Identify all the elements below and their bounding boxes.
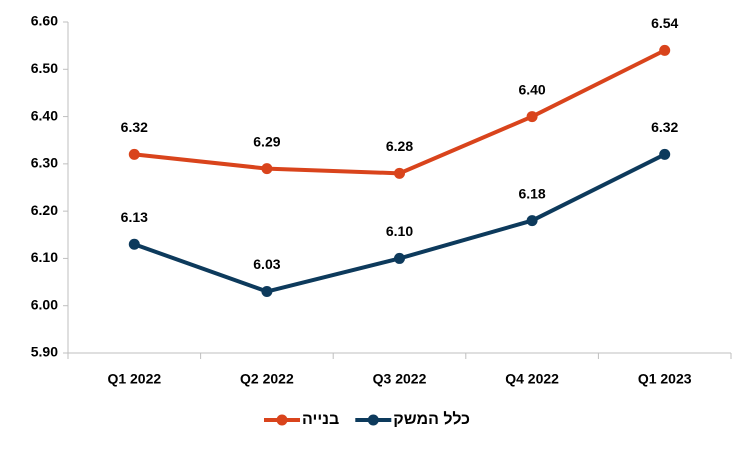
data-label: 6.32	[121, 119, 148, 135]
data-label: 6.18	[518, 185, 545, 201]
data-label: 6.28	[386, 138, 413, 154]
data-point	[394, 167, 405, 179]
legend-label: בנייה	[302, 411, 339, 428]
data-label: 6.29	[253, 133, 280, 149]
x-tick-label: Q4 2022	[505, 371, 559, 387]
data-point	[526, 215, 538, 227]
y-tick-label: 6.50	[31, 60, 58, 76]
data-point	[659, 44, 671, 56]
data-point	[128, 238, 140, 250]
legend-label: כלל המשק	[393, 410, 470, 428]
y-tick-label: 6.60	[31, 13, 58, 29]
legend-marker	[276, 414, 288, 426]
data-point	[659, 148, 671, 160]
legend-marker	[367, 414, 379, 426]
data-label: 6.54	[651, 15, 678, 31]
x-tick-label: Q3 2022	[373, 371, 427, 387]
y-tick-label: 6.30	[31, 155, 58, 171]
data-point	[128, 148, 140, 160]
data-label: 6.10	[386, 223, 413, 239]
data-point	[526, 111, 538, 123]
data-label: 6.13	[121, 209, 148, 225]
x-tick-label: Q2 2022	[240, 371, 294, 387]
y-tick-label: 6.40	[31, 107, 58, 123]
x-tick-label: Q1 2022	[107, 371, 161, 387]
x-tick-label: Q1 2023	[638, 371, 692, 387]
series-line	[134, 48, 666, 176]
data-label: 6.32	[651, 119, 678, 135]
data-point	[261, 286, 273, 298]
y-tick-label: 5.90	[31, 344, 58, 360]
data-label: 6.40	[518, 81, 545, 97]
data-point	[394, 252, 405, 264]
data-label: 6.03	[253, 256, 280, 272]
y-tick-label: 6.20	[31, 202, 58, 218]
y-tick-label: 6.10	[31, 249, 58, 265]
y-tick-label: 6.00	[31, 296, 58, 312]
data-point	[261, 163, 273, 175]
